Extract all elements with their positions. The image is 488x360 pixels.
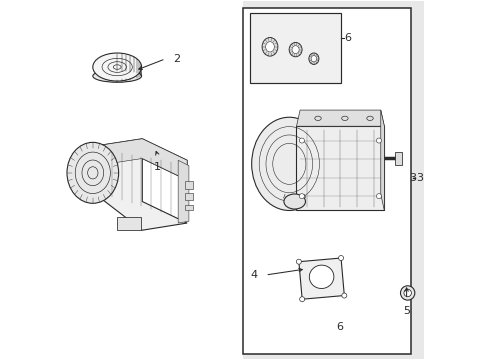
Ellipse shape bbox=[93, 70, 142, 82]
Circle shape bbox=[299, 138, 304, 143]
Ellipse shape bbox=[310, 55, 316, 62]
Ellipse shape bbox=[67, 142, 119, 203]
Ellipse shape bbox=[341, 116, 347, 121]
Text: 6: 6 bbox=[344, 33, 350, 43]
Ellipse shape bbox=[308, 53, 318, 64]
Circle shape bbox=[400, 286, 414, 300]
Ellipse shape bbox=[288, 42, 302, 57]
Bar bbox=[65, 1, 242, 359]
Ellipse shape bbox=[284, 194, 305, 209]
Ellipse shape bbox=[265, 42, 274, 52]
Text: 3: 3 bbox=[408, 173, 416, 183]
Circle shape bbox=[299, 297, 304, 302]
Polygon shape bbox=[178, 160, 188, 223]
Ellipse shape bbox=[366, 116, 372, 121]
Text: 1: 1 bbox=[154, 162, 161, 172]
Bar bbox=[242, 8, 410, 354]
Ellipse shape bbox=[291, 46, 299, 54]
Ellipse shape bbox=[251, 117, 326, 211]
Polygon shape bbox=[283, 194, 305, 198]
Ellipse shape bbox=[314, 116, 321, 121]
Text: 3: 3 bbox=[415, 173, 422, 183]
Polygon shape bbox=[96, 139, 187, 230]
Circle shape bbox=[403, 289, 410, 297]
Circle shape bbox=[299, 194, 304, 199]
Bar bbox=[394, 152, 402, 165]
Polygon shape bbox=[380, 110, 384, 211]
Text: 4: 4 bbox=[250, 270, 257, 280]
Text: 5: 5 bbox=[402, 306, 409, 316]
Circle shape bbox=[376, 138, 381, 143]
Circle shape bbox=[376, 194, 381, 199]
Bar bbox=[185, 205, 193, 211]
Circle shape bbox=[341, 293, 346, 298]
Ellipse shape bbox=[309, 265, 333, 288]
Polygon shape bbox=[96, 139, 187, 180]
Bar bbox=[185, 193, 193, 200]
Circle shape bbox=[338, 256, 343, 261]
Bar bbox=[296, 126, 384, 211]
Bar bbox=[185, 181, 193, 189]
Polygon shape bbox=[298, 258, 344, 299]
Text: 6: 6 bbox=[335, 322, 342, 332]
Bar bbox=[117, 217, 140, 230]
Ellipse shape bbox=[93, 53, 142, 81]
Text: 2: 2 bbox=[173, 54, 180, 64]
Polygon shape bbox=[296, 110, 384, 126]
Bar bbox=[249, 13, 341, 83]
Circle shape bbox=[296, 259, 301, 264]
Ellipse shape bbox=[262, 37, 277, 56]
